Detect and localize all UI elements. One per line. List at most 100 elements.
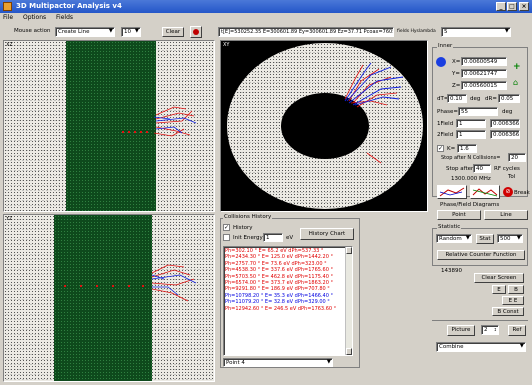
yz-impact-markers <box>64 285 144 287</box>
maximize-button[interactable]: □ <box>507 2 517 11</box>
menu-options[interactable]: Options <box>22 14 47 21</box>
phase-field[interactable]: 55 <box>458 107 498 116</box>
refresh-button[interactable] <box>190 26 202 38</box>
point-select[interactable]: Point 4 ▼ <box>223 358 333 367</box>
ref-button[interactable]: Ref <box>508 325 526 336</box>
phase-unit: deg <box>502 109 513 115</box>
z-label: Z= <box>452 83 461 89</box>
xz-view[interactable]: XZ <box>3 40 215 212</box>
minimize-button[interactable]: _ <box>496 2 506 11</box>
yz-view[interactable]: YZ <box>3 214 215 382</box>
picture-count-value: 2 <box>484 327 488 333</box>
freq-text: 1300.000 MHz <box>451 176 491 182</box>
k-checkbox[interactable]: ✓ <box>437 145 444 152</box>
x-field[interactable]: 0.00600549 <box>461 57 507 66</box>
stop-rf-field[interactable]: 40 <box>473 164 491 173</box>
combine-select[interactable]: Combine ▼ <box>436 342 526 352</box>
history-chart-button[interactable]: History Chart <box>300 228 354 240</box>
break-label[interactable]: Break <box>514 190 530 196</box>
ee-button[interactable]: E E <box>502 296 524 305</box>
field-value-select[interactable]: 5 ▼ <box>441 27 511 37</box>
e-button[interactable]: E <box>492 285 506 294</box>
color-indicator-icon[interactable] <box>436 57 446 67</box>
stop-rf-label: Stop after <box>446 166 474 172</box>
collision-log-line: Ph=5703.50 ° E= 462.8 eV dPh=1175.40 ° <box>225 273 333 280</box>
title-bar: 3D Multipactor Analysis v4 _ □ × <box>0 0 532 13</box>
field1-extra[interactable]: 0.006366 <box>490 119 520 128</box>
picture-count-field[interactable]: 2 ↕ <box>481 325 499 335</box>
statistic-mode-select[interactable]: Random ▼ <box>436 234 472 243</box>
menu-fields[interactable]: Fields <box>56 14 74 21</box>
dt-field[interactable]: 0.10 <box>447 94 467 103</box>
yz-green-band <box>54 215 152 381</box>
y-field[interactable]: 0.00621747 <box>461 69 507 78</box>
collisions-history-title: Collisions History <box>223 214 273 220</box>
x-label: X= <box>452 59 461 65</box>
xy-trajectories <box>344 62 404 164</box>
xz-blue-trajectories <box>153 116 197 134</box>
xz-red-trajectories <box>153 106 195 137</box>
counter-value: 143890 <box>441 268 462 274</box>
stat-count-field[interactable]: 500 ▼ <box>497 234 523 243</box>
init-energy-input[interactable]: 1 <box>263 233 283 242</box>
init-energy-unit: eV <box>286 235 294 241</box>
refresh-icon <box>193 29 199 35</box>
xz-view-label: XZ <box>6 42 13 48</box>
collision-log-line: Ph=10798.20 ° E= 35.3 eV dPh=1466.40 ° <box>225 292 333 299</box>
field1-label: 1Field <box>437 121 454 127</box>
collision-log-line: Ph=2434.30 ° E= 125.0 eV dPh=1442.20 ° <box>225 254 333 261</box>
field-diagram-icon <box>472 188 498 197</box>
count-select[interactable]: 10 ▼ <box>121 27 141 37</box>
dr-field[interactable]: 0.05 <box>498 94 520 103</box>
tol-label: Tol <box>508 174 516 180</box>
point-select-value: Point 4 <box>226 360 245 366</box>
status-field: t[E]=530252.35 E=300601.89 Ey=300601.89 … <box>218 27 394 37</box>
y-label: Y= <box>452 71 460 77</box>
menu-file[interactable]: File <box>3 14 14 21</box>
phase-diagram-button[interactable] <box>437 185 467 199</box>
field1-input[interactable]: 1 <box>456 119 486 128</box>
field-value-label: fields Hyslambda <box>397 29 436 34</box>
close-button[interactable]: × <box>519 2 529 11</box>
chevron-down-icon: ▼ <box>504 28 509 34</box>
deg-label: deg <box>470 96 481 102</box>
field-value: 5 <box>444 29 448 35</box>
mouse-action-label: Mouse action <box>14 28 51 34</box>
point-button[interactable]: Point <box>437 210 481 220</box>
clear-button[interactable]: Clear <box>162 27 184 37</box>
yz-trajectories <box>64 264 197 302</box>
log-scrollbar[interactable] <box>345 247 352 355</box>
xy-view[interactable]: XY <box>220 40 428 212</box>
clear-screen-button[interactable]: Clear Screen <box>474 273 524 283</box>
field2-extra[interactable]: 0.006366 <box>490 130 520 139</box>
yz-view-label: YZ <box>6 216 13 222</box>
stop-icon[interactable]: ⊘ <box>503 187 513 197</box>
yz-red-trajectories <box>151 264 195 302</box>
collision-log-line: Ph=4538.30 ° E= 337.6 eV dPh=1765.60 ° <box>225 267 333 274</box>
collisions-log[interactable]: Ph=302.10 ° E= 65.2 eV dPh=537.33 ° Ph=24… <box>223 246 353 356</box>
count-value: 10 <box>124 29 131 35</box>
history-checkbox[interactable]: ✓ <box>223 224 230 231</box>
mouse-action-select[interactable]: Create Line ▼ <box>55 27 115 37</box>
b-button[interactable]: B <box>508 285 524 294</box>
rf-cycles-label: RF cycles <box>494 166 520 172</box>
collision-log-line: Ph=11079.20 ° E= 32.8 eV dPh=329.00 ° <box>225 299 330 306</box>
add-icon[interactable]: + <box>513 62 521 72</box>
init-energy-checkbox[interactable] <box>223 234 230 241</box>
picture-button[interactable]: Picture <box>447 325 475 336</box>
relative-counter-button[interactable]: Relative Counter Function <box>437 250 525 260</box>
spinner-icon: ↕ <box>493 327 497 332</box>
statistic-title: Statistic <box>437 224 462 230</box>
z-field[interactable]: 0.00560015 <box>461 81 507 90</box>
b-const-button[interactable]: B Const <box>492 307 524 316</box>
collision-log-line: Ph=12942.60 ° E= 246.5 eV dPh=1763.60 ° <box>225 305 337 312</box>
stop-collisions-field[interactable]: 20 <box>508 153 526 162</box>
field2-input[interactable]: 1 <box>456 130 486 139</box>
folder-icon[interactable]: ⌂ <box>513 78 519 87</box>
collisions-log-lines: Ph=302.10 ° E= 65.2 eV dPh=537.33 ° Ph=24… <box>225 248 351 312</box>
field-diagram-button[interactable] <box>470 185 500 199</box>
k-field[interactable]: 1.6 <box>457 144 477 153</box>
line-button[interactable]: Line <box>484 210 528 220</box>
stop-collisions-label: Stop after N Collisions= <box>441 155 501 161</box>
stat-button[interactable]: Stat <box>476 234 494 244</box>
